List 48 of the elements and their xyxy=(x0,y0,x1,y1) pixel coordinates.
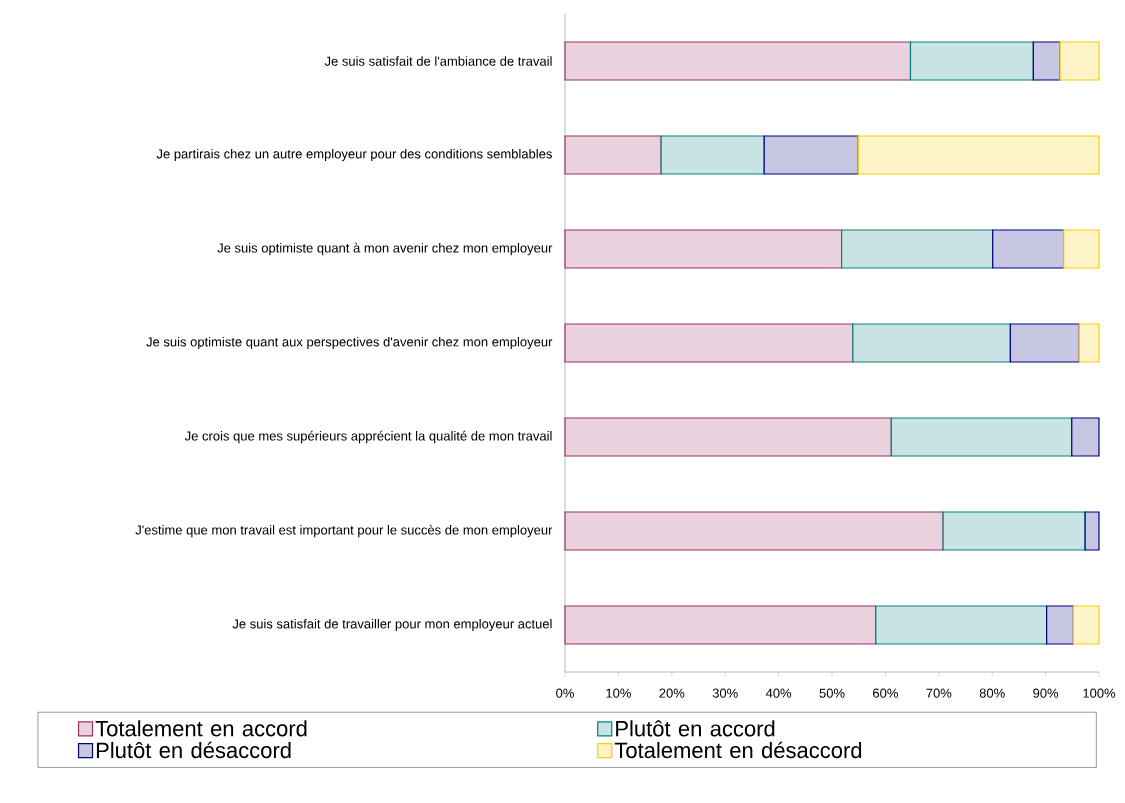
bar xyxy=(1071,417,1100,457)
x-tick-label: 80% xyxy=(979,688,1005,698)
bar xyxy=(875,605,1048,645)
y-tick-label: Je suis optimiste quant à mon avenir chez mon employeur xyxy=(217,242,553,256)
bar xyxy=(1084,511,1100,551)
bar xyxy=(564,135,662,175)
x-tick-label: 50% xyxy=(819,688,845,698)
x-tick-label: 90% xyxy=(1033,688,1059,698)
bar xyxy=(1078,323,1100,363)
x-tick-label: 40% xyxy=(765,688,792,698)
bar xyxy=(763,135,859,175)
y-tick-label: J'estime que mon travail est important pour le succès de mon employeur xyxy=(135,524,553,538)
bar xyxy=(564,511,944,551)
legend-label: Totalement en accord xyxy=(95,720,307,737)
bar xyxy=(942,511,1086,551)
bar xyxy=(1059,41,1100,81)
bar xyxy=(564,605,877,645)
bar xyxy=(564,323,854,363)
bar xyxy=(841,229,994,269)
bar xyxy=(564,417,892,457)
x-tick-label: 100% xyxy=(1083,688,1116,698)
y-tick-label: Je partirais chez un autre employeur pour des conditions semblables xyxy=(156,148,552,162)
bar xyxy=(1009,323,1080,363)
bar xyxy=(909,41,1034,81)
x-tick-label: 70% xyxy=(926,688,952,698)
bar xyxy=(852,323,1011,363)
bar xyxy=(992,229,1065,269)
bar xyxy=(890,417,1073,457)
x-tick-label: 0% xyxy=(556,688,574,698)
y-tick-label: Je suis optimiste quant aux perspectives d'avenir chez mon employeur xyxy=(146,336,553,350)
legend-label: Plutôt en désaccord xyxy=(96,741,291,759)
x-tick-label: 60% xyxy=(873,688,898,698)
bar xyxy=(660,135,765,175)
x-tick-label: 20% xyxy=(659,688,685,698)
bar xyxy=(1046,605,1074,645)
x-tick-label: 10% xyxy=(606,688,631,698)
bar xyxy=(1032,41,1061,81)
y-tick-label: Je crois que mes supérieurs apprécient la qualité de mon travail xyxy=(184,430,552,444)
bar xyxy=(564,229,843,269)
y-tick-label: Je suis satisfait de l'ambiance de travail xyxy=(324,56,552,66)
bar xyxy=(564,41,912,81)
legend-label: Totalement en désaccord xyxy=(614,741,862,759)
bar xyxy=(857,135,1100,175)
x-tick-label: 30% xyxy=(712,688,738,698)
y-tick-label: Je suis satisfait de travailler pour mon employeur actuel xyxy=(232,618,552,632)
bar xyxy=(1063,229,1100,269)
legend-label: Plutôt en accord xyxy=(616,720,775,737)
bar xyxy=(1072,605,1100,645)
